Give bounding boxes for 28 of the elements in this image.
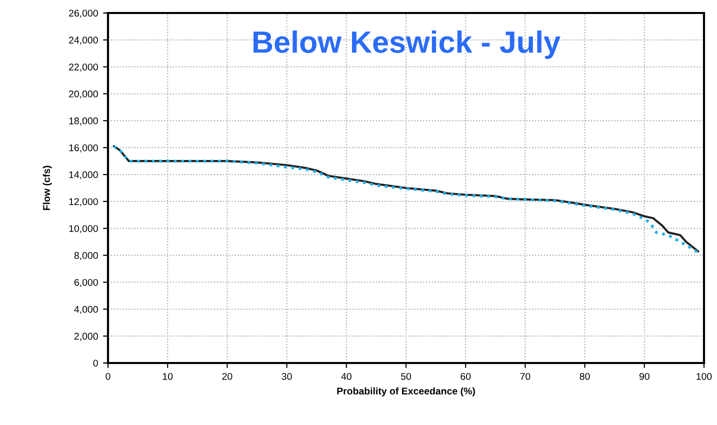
y-tick-label: 4,000 [74, 306, 98, 314]
x-tick-label: 100 [696, 372, 712, 380]
x-tick-label: 20 [222, 372, 232, 380]
x-tick-label: 90 [639, 372, 650, 380]
y-tick-label: 22,000 [69, 64, 98, 72]
x-tick-label: 70 [520, 372, 530, 380]
y-tick-label: 16,000 [69, 144, 98, 152]
x-tick-label: 10 [162, 372, 173, 380]
x-tick-label: 50 [400, 372, 412, 380]
y-tick-label: 20,000 [69, 90, 98, 99]
y-tick-label: 8,000 [74, 252, 98, 260]
y-tick-label: 12,000 [69, 198, 98, 206]
text: Below Keswick - July [254, 30, 560, 59]
y-tick-label: 0 [93, 360, 98, 367]
y-tick-label: 6,000 [74, 278, 98, 287]
y-tick-label: 18,000 [69, 117, 98, 126]
y-tick-label: 24,000 [69, 36, 98, 45]
x-axis-title: Probability of Exceedance (%) [337, 387, 475, 396]
x-tick-label: 30 [282, 372, 292, 380]
y-tick-label: 10,000 [69, 225, 98, 234]
y-axis-title: Flow (cfs) [42, 166, 52, 210]
x-tick-label: 60 [460, 372, 471, 380]
x-tick-label: 0 [106, 372, 110, 380]
x-tick-label: 40 [341, 372, 352, 380]
y-tick-label: 2,000 [74, 332, 98, 341]
x-tick-label: 80 [580, 372, 590, 380]
y-tick-label: 26,000 [69, 10, 98, 18]
y-tick-label: 14,000 [69, 171, 98, 180]
